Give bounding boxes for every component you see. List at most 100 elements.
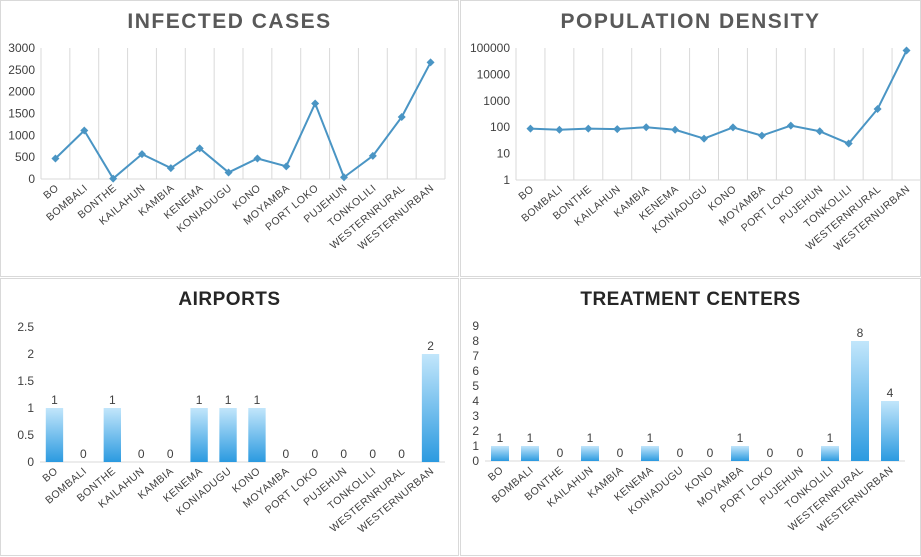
bar <box>581 446 599 461</box>
data-point <box>166 164 175 173</box>
data-point <box>253 154 262 163</box>
y-tick-label: 2.5 <box>17 320 34 334</box>
data-point <box>224 168 233 177</box>
data-point <box>51 154 60 163</box>
y-tick-label: 100000 <box>470 41 510 55</box>
population-density-chart: POPULATION DENSITY 1 10 100 1000 10000 100000… <box>460 0 921 277</box>
y-tick-label: 1 <box>472 439 479 453</box>
data-label: 1 <box>51 393 58 407</box>
y-tick-label: 2000 <box>8 85 35 99</box>
data-point <box>426 58 435 67</box>
bar <box>45 408 64 462</box>
data-label: 0 <box>677 446 684 460</box>
y-tick-label: 1 <box>27 401 34 415</box>
y-tick-label: 10000 <box>477 67 511 81</box>
y-tick-label: 7 <box>472 349 479 363</box>
y-tick-label: 0 <box>27 455 34 469</box>
data-point <box>526 124 535 133</box>
infected-cases-chart: INFECTED CASES 0 500 1000 1500 2000 2500 3000 B… <box>0 0 459 277</box>
data-label: 1 <box>527 431 534 445</box>
data-label: 0 <box>369 447 376 461</box>
data-label: 1 <box>647 431 654 445</box>
data-label: 1 <box>196 393 203 407</box>
y-tick-label: 5 <box>472 379 479 393</box>
y-tick-label: 2 <box>472 424 479 438</box>
data-point <box>815 127 824 136</box>
y-tick-label: 0 <box>472 454 479 468</box>
data-point <box>555 125 564 134</box>
data-label: 2 <box>427 339 434 353</box>
y-tick-label: 3 <box>472 409 479 423</box>
y-tick-label: 9 <box>472 319 479 333</box>
chart-title: TREATMENT CENTERS <box>580 289 801 310</box>
bar <box>851 341 869 461</box>
bar <box>219 408 237 462</box>
y-tick-label: 2500 <box>8 63 35 77</box>
x-tick-label: BO <box>40 465 60 485</box>
airports-plot: 00.511.522.5BOBOMBALIBONTHEKAILAHUNKAMBI… <box>17 320 445 536</box>
data-point <box>311 99 320 108</box>
y-tick-label: 0 <box>28 172 35 186</box>
data-label: 1 <box>497 431 504 445</box>
data-label: 0 <box>797 446 804 460</box>
data-label: 0 <box>707 446 714 460</box>
y-tick-label: 500 <box>15 150 35 164</box>
series-line <box>530 50 908 145</box>
y-tick-label: 1.5 <box>17 374 34 388</box>
y-tick-label: 2 <box>27 347 34 361</box>
data-point <box>138 150 146 159</box>
bar <box>421 354 440 462</box>
data-label: 1 <box>737 431 744 445</box>
bar <box>641 446 659 461</box>
data-label: 1 <box>587 431 594 445</box>
data-point <box>642 123 651 132</box>
chart-title: POPULATION DENSITY <box>560 10 821 33</box>
data-label: 8 <box>857 326 864 340</box>
data-point <box>671 125 680 134</box>
y-tick-label: 1500 <box>8 107 35 121</box>
y-tick-label: 1 <box>503 173 510 187</box>
bar <box>821 446 839 461</box>
y-tick-label: 1000 <box>8 128 35 142</box>
y-tick-label: 10 <box>497 147 511 161</box>
data-point <box>873 104 882 113</box>
data-label: 1 <box>225 393 232 407</box>
airports-chart: AIRPORTS 0 0.5 1 1.5 2 2.5 BO BOMBALI BONTHE KAIL… <box>0 278 459 556</box>
bar <box>731 446 749 461</box>
data-label: 0 <box>767 446 774 460</box>
population-density-plot: 110100100010000100000BOBOMBALIBONTHEKAIL… <box>470 41 921 254</box>
bar <box>491 446 509 461</box>
treatment-centers-plot: 0123456789BOBOMBALIBONTHEKAILAHUNKAMBIAK… <box>472 319 905 535</box>
data-point <box>340 173 348 182</box>
chart-title: AIRPORTS <box>178 289 281 310</box>
y-tick-label: 4 <box>472 394 479 408</box>
bar <box>521 446 539 461</box>
data-label: 1 <box>109 393 116 407</box>
y-tick-label: 100 <box>490 120 510 134</box>
y-tick-label: 6 <box>472 364 479 378</box>
y-tick-label: 1000 <box>483 94 510 108</box>
data-point <box>397 112 406 121</box>
bar <box>103 408 121 462</box>
y-tick-label: 8 <box>472 334 479 348</box>
data-point <box>902 46 911 55</box>
treatment-centers-chart: TREATMENT CENTERS 0 1 2 3 4 5 6 7 8 9 BO BOMBALI BON… <box>460 278 921 556</box>
chart-title: INFECTED CASES <box>127 10 332 33</box>
bar <box>248 408 266 462</box>
data-point <box>195 144 204 153</box>
data-point <box>786 121 795 130</box>
x-tick-label: BO <box>516 183 536 203</box>
data-point <box>757 131 766 140</box>
data-point <box>844 139 853 148</box>
data-label: 0 <box>340 447 347 461</box>
bar <box>881 401 899 461</box>
data-label: 0 <box>617 446 624 460</box>
data-label: 0 <box>311 447 318 461</box>
bar <box>190 408 208 462</box>
data-label: 0 <box>167 447 174 461</box>
data-point <box>109 174 118 183</box>
data-label: 1 <box>254 393 261 407</box>
data-label: 0 <box>80 447 87 461</box>
x-tick-label: BO <box>41 182 61 202</box>
data-label: 0 <box>138 447 145 461</box>
